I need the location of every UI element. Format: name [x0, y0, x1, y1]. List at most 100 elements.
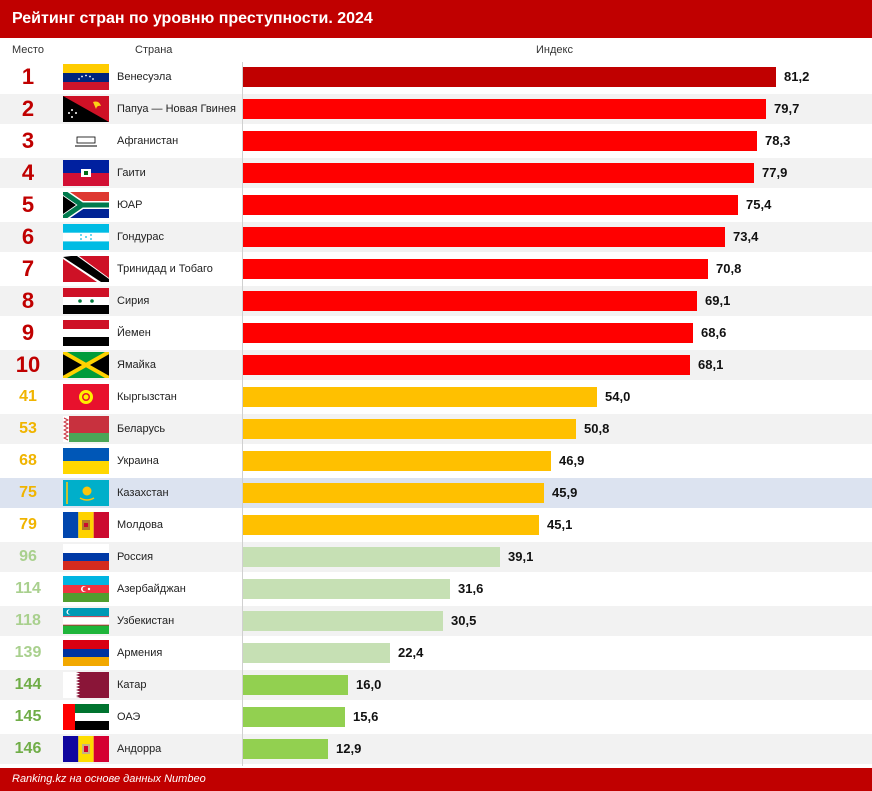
rank-label: 3	[21, 128, 35, 153]
country-label: Йемен	[117, 327, 151, 339]
table-row: 7 Тринидад и Тобаго 70,8	[0, 254, 872, 284]
bar	[243, 67, 776, 87]
kazakhstan-flag	[63, 480, 109, 506]
value-label: 15,6	[353, 709, 379, 724]
uae-flag	[63, 704, 109, 730]
haiti-flag	[63, 160, 109, 186]
table-row: 1 Венесуэла 81,2	[0, 62, 872, 92]
country-label: Венесуэла	[117, 71, 172, 83]
country-label: Андорра	[117, 743, 162, 755]
table-row: 96 Россия 39,1	[0, 542, 872, 572]
venezuela-flag	[63, 64, 109, 90]
country-label: Молдова	[117, 519, 163, 531]
syria-flag	[63, 288, 109, 314]
papua-new-guinea-flag	[63, 96, 109, 122]
table-row: 10 Ямайка 68,1	[0, 350, 872, 380]
bar-axis-line	[242, 62, 243, 766]
bar	[243, 99, 766, 119]
moldova-flag	[63, 512, 109, 538]
value-label: 50,8	[584, 421, 610, 436]
andorra-flag	[63, 736, 109, 762]
country-label: Украина	[117, 455, 159, 467]
trinidad-and-tobago-flag	[63, 256, 109, 282]
bar	[243, 419, 576, 439]
bar	[243, 227, 725, 247]
bar	[243, 323, 693, 343]
country-label: Тринидад и Тобаго	[117, 263, 213, 275]
source-note: Ranking.kz на основе данных Numbeo	[0, 768, 872, 791]
bar	[243, 675, 348, 695]
bar	[243, 387, 597, 407]
country-label: Сирия	[117, 295, 150, 307]
jamaica-flag	[63, 352, 109, 378]
table-row: 118 Узбекистан 30,5	[0, 606, 872, 636]
country-label: Армения	[117, 647, 163, 659]
south-africa-flag	[63, 192, 109, 218]
value-label: 69,1	[705, 293, 731, 308]
country-label: Папуа — Новая Гвинея	[117, 103, 236, 115]
chart-title: Рейтинг стран по уровню преступности. 20…	[0, 0, 872, 38]
bar	[243, 739, 328, 759]
country-label: Казахстан	[117, 487, 169, 499]
bar	[243, 483, 544, 503]
country-label: Гондурас	[117, 231, 164, 243]
bar	[243, 355, 690, 375]
table-row: 144 Катар 16,0	[0, 670, 872, 700]
rank-label: 10	[15, 352, 41, 377]
value-label: 77,9	[762, 165, 788, 180]
uzbekistan-flag	[63, 608, 109, 634]
column-header-country: Страна	[135, 44, 173, 56]
value-label: 68,6	[701, 325, 727, 340]
country-label: ОАЭ	[117, 711, 141, 723]
value-label: 12,9	[336, 741, 362, 756]
rank-label: 139	[14, 644, 42, 661]
rank-label: 68	[19, 452, 37, 469]
table-row: 114 Азербайджан 31,6	[0, 574, 872, 604]
table-row: 139 Армения 22,4	[0, 638, 872, 668]
rank-label: 7	[21, 256, 35, 281]
bar	[243, 131, 757, 151]
rank-label: 118	[15, 612, 41, 629]
value-label: 46,9	[559, 453, 585, 468]
value-label: 54,0	[605, 389, 631, 404]
value-label: 39,1	[508, 549, 534, 564]
rank-label: 1	[21, 64, 35, 89]
rank-label: 79	[19, 516, 37, 533]
table-row: 6 Гондурас 73,4	[0, 222, 872, 252]
country-label: Ямайка	[117, 359, 156, 371]
bar	[243, 259, 708, 279]
rank-label: 146	[14, 740, 42, 757]
value-label: 16,0	[356, 677, 382, 692]
table-row: 79 Молдова 45,1	[0, 510, 872, 540]
value-label: 79,7	[774, 101, 800, 116]
table-row: 146 Андорра 12,9	[0, 734, 872, 764]
rank-label: 6	[21, 224, 35, 249]
bar	[243, 707, 345, 727]
bar	[243, 163, 754, 183]
table-row: 75 Казахстан 45,9	[0, 478, 872, 508]
rank-label: 41	[19, 388, 37, 405]
rank-label: 53	[19, 420, 37, 437]
table-row: 4 Гаити 77,9	[0, 158, 872, 188]
rank-label: 8	[21, 288, 35, 313]
value-label: 81,2	[784, 69, 810, 84]
country-label: Катар	[117, 679, 147, 691]
country-label: ЮАР	[117, 199, 143, 211]
bar	[243, 611, 443, 631]
value-label: 78,3	[765, 133, 791, 148]
rank-label: 9	[21, 320, 35, 345]
value-label: 68,1	[698, 357, 724, 372]
table-row: 53 Беларусь 50,8	[0, 414, 872, 444]
ukraine-flag	[63, 448, 109, 474]
bar	[243, 643, 390, 663]
bar	[243, 195, 738, 215]
value-label: 73,4	[733, 229, 759, 244]
yemen-flag	[63, 320, 109, 346]
qatar-flag	[63, 672, 109, 698]
bar	[243, 291, 697, 311]
azerbaijan-flag	[63, 576, 109, 602]
rank-label: 114	[15, 580, 41, 597]
value-label: 30,5	[451, 613, 477, 628]
bar	[243, 515, 539, 535]
value-label: 31,6	[458, 581, 484, 596]
